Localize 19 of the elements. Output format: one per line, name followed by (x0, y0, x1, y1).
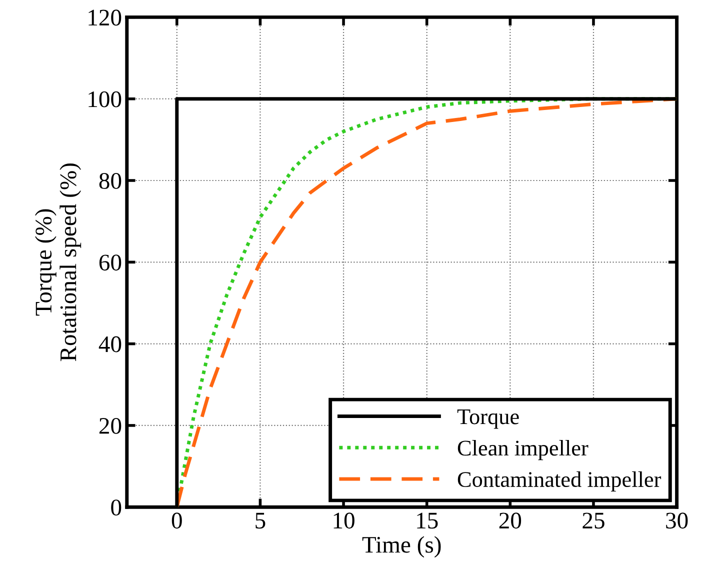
x-tick-label: 30 (666, 512, 688, 529)
x-tick-label: 5 (256, 512, 266, 529)
x-axis-title: Time (s) (362, 536, 441, 558)
legend-label: Torque (457, 409, 519, 429)
x-tick-label: 15 (417, 512, 438, 529)
y-tick-label: 40 (98, 336, 122, 352)
x-tick-label: 20 (499, 512, 522, 529)
x-tick-label: 10 (334, 512, 354, 529)
y-tick-label: 20 (99, 418, 122, 434)
y-axis-title: Torque (%) Rotational speed (%) (34, 164, 82, 362)
y-tick-label: 0 (111, 500, 122, 516)
legend-label: Contaminated impeller (458, 471, 662, 492)
y-tick-label: 60 (99, 254, 122, 271)
legend-label: Clean impeller (458, 440, 588, 460)
y-tick-label: 120 (88, 10, 122, 26)
y-tick-label: 80 (99, 172, 122, 189)
x-tick-label: 25 (582, 512, 604, 529)
x-tick-label: 0 (172, 512, 182, 529)
y-tick-label: 100 (88, 91, 122, 108)
